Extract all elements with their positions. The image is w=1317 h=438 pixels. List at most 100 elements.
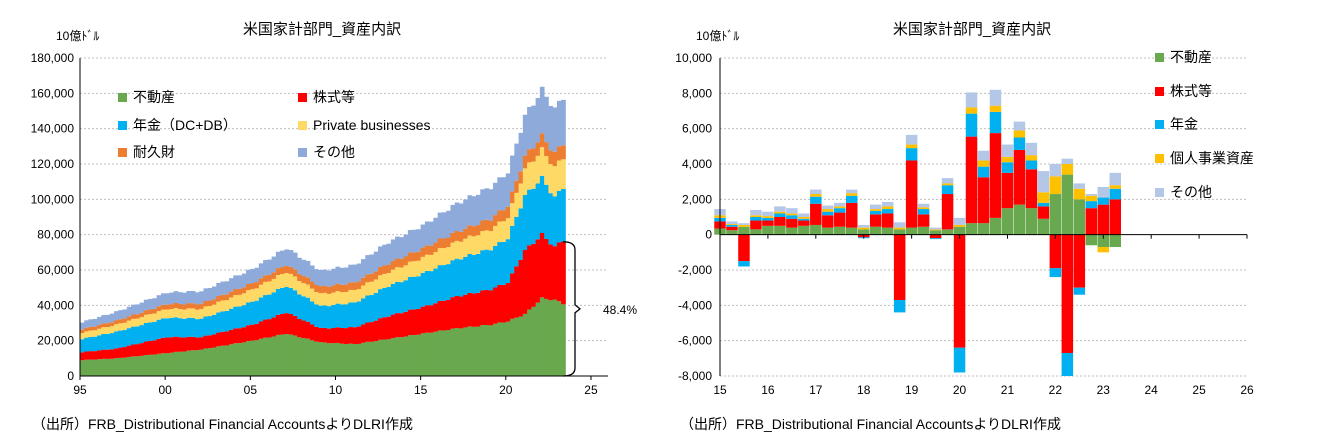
area-slice xyxy=(416,260,422,277)
area-slice xyxy=(544,96,549,143)
area-slice xyxy=(373,292,379,321)
area-slice xyxy=(561,159,566,189)
area-slice xyxy=(420,306,426,334)
area-slice xyxy=(254,282,260,289)
area-slice xyxy=(493,225,498,246)
bar-segment xyxy=(774,225,786,235)
area-slice xyxy=(258,297,264,322)
bar-segment xyxy=(893,234,906,301)
area-slice xyxy=(135,304,141,315)
bar-segment xyxy=(822,211,834,216)
area-slice xyxy=(352,282,358,290)
area-slice xyxy=(109,313,115,323)
area-slice xyxy=(280,334,285,376)
area-slice xyxy=(395,258,400,268)
area-slice xyxy=(480,231,485,251)
area-slice xyxy=(122,309,128,319)
area-slice xyxy=(254,267,260,283)
area-slice xyxy=(344,344,349,376)
area-slice xyxy=(318,293,324,306)
area-slice xyxy=(514,143,519,181)
area-slice xyxy=(118,310,123,320)
area-slice xyxy=(84,351,89,360)
area-slice xyxy=(105,349,111,359)
x-tick-label: 15 xyxy=(713,383,727,397)
area-slice xyxy=(216,346,221,376)
area-slice xyxy=(220,311,226,332)
area-slice xyxy=(458,328,464,376)
area-slice xyxy=(194,292,200,305)
area-slice xyxy=(284,249,290,266)
area-slice xyxy=(463,238,468,257)
chart-title-right: 米国家計部門_資産内訳 xyxy=(893,21,1051,38)
bar-segment xyxy=(1073,188,1086,200)
bar-segment xyxy=(726,224,738,225)
area-slice xyxy=(80,329,85,334)
bar-segment xyxy=(1037,192,1050,203)
area-slice xyxy=(177,309,183,319)
area-slice xyxy=(386,264,392,274)
y-tick-label: 180,000 xyxy=(31,51,75,65)
area-slice xyxy=(420,272,426,307)
area-slice xyxy=(395,313,400,338)
source-note-left: （出所）FRB_Distributional Financial Account… xyxy=(32,416,413,432)
area-slice xyxy=(403,280,409,312)
area-slice xyxy=(446,264,451,300)
legend-label: 不動産 xyxy=(1170,49,1212,65)
area-slice xyxy=(446,330,451,376)
area-slice xyxy=(433,331,439,376)
bar-segment xyxy=(750,229,762,235)
area-slice xyxy=(433,252,439,269)
area-slice xyxy=(539,232,545,298)
area-slice xyxy=(280,287,285,314)
area-slice xyxy=(510,155,515,192)
area-slice xyxy=(454,230,460,241)
area-slice xyxy=(458,231,464,242)
area-slice xyxy=(344,328,349,345)
bar-segment xyxy=(798,220,810,226)
area-slice xyxy=(484,219,490,231)
area-slice xyxy=(531,188,537,244)
area-slice xyxy=(348,302,353,328)
bar-segment xyxy=(738,223,750,225)
area-slice xyxy=(348,343,353,376)
area-slice xyxy=(280,267,285,275)
bar-segment xyxy=(834,202,846,207)
bar-segment xyxy=(1025,208,1038,235)
area-slice xyxy=(480,220,485,232)
area-slice xyxy=(109,349,115,359)
area-slice xyxy=(297,294,302,319)
area-slice xyxy=(288,334,294,376)
area-slice xyxy=(488,250,494,291)
area-slice xyxy=(314,326,319,342)
area-slice xyxy=(263,260,268,276)
area-slice xyxy=(271,336,277,376)
bar-segment xyxy=(989,217,1002,235)
area-slice xyxy=(518,171,524,184)
area-slice xyxy=(395,281,400,314)
bar-segment xyxy=(881,213,894,228)
area-slice xyxy=(241,327,247,343)
area-slice xyxy=(297,281,302,295)
area-slice xyxy=(182,292,187,305)
area-slice xyxy=(284,265,290,273)
area-slice xyxy=(173,351,179,376)
bar-segment xyxy=(762,216,774,218)
area-slice xyxy=(326,270,332,287)
area-slice xyxy=(229,344,234,376)
area-slice xyxy=(378,275,383,290)
area-slice xyxy=(412,276,417,310)
area-slice xyxy=(101,327,106,335)
area-slice xyxy=(182,337,187,352)
area-slice xyxy=(97,335,102,351)
bar-segment xyxy=(846,227,858,235)
area-slice xyxy=(160,309,166,319)
area-slice xyxy=(241,287,247,294)
area-slice xyxy=(369,341,375,376)
area-slice xyxy=(199,303,204,309)
area-slice xyxy=(322,305,328,328)
area-slice xyxy=(365,274,370,283)
bar-segment xyxy=(1049,234,1062,269)
bar-segment xyxy=(869,209,882,211)
area-slice xyxy=(212,347,217,376)
